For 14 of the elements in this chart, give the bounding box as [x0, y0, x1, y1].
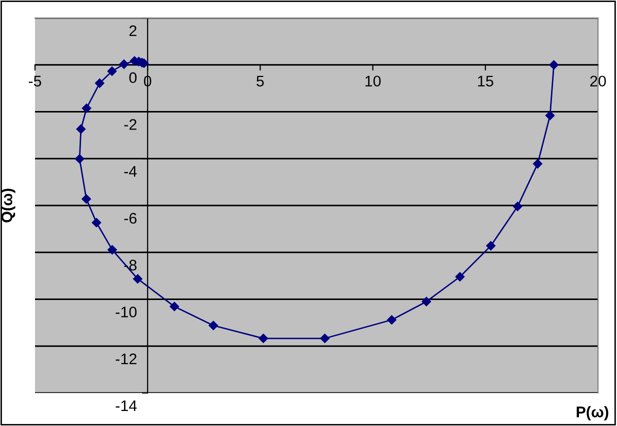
y-tick-label: -14	[116, 400, 137, 412]
y-tick-label: -10	[116, 306, 137, 318]
x-tick-label: 20	[590, 76, 606, 87]
x-tick-label: -5	[28, 76, 42, 87]
y-tick-label: 2	[129, 25, 136, 36]
y-axis-title: Q(ω)	[1, 188, 16, 222]
x-axis-title: P(ω)	[576, 406, 608, 420]
x-tick-label: 15	[478, 76, 494, 87]
y-tick-label: -4	[124, 166, 137, 177]
y-tick-label: -6	[124, 212, 137, 224]
y-tick-label: -12	[116, 353, 136, 364]
x-tick-label: 5	[256, 76, 264, 87]
y-tick-label: -2	[124, 119, 136, 130]
x-tick-label: 10	[365, 76, 381, 87]
